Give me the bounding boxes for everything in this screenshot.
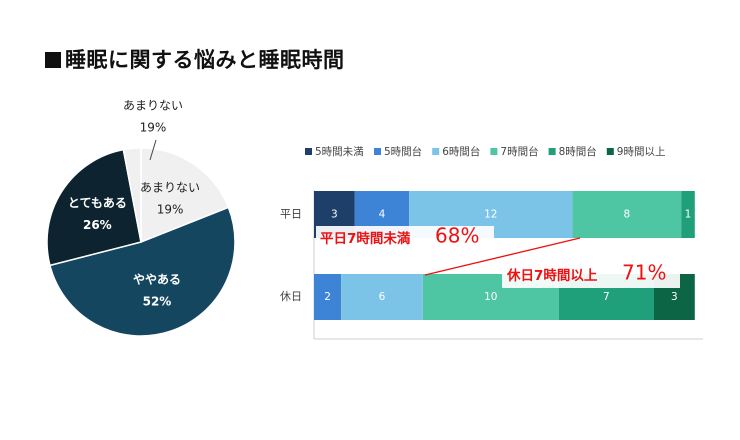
bar-data-label: 1 — [685, 209, 692, 221]
bar-data-label: 10 — [484, 291, 497, 303]
bar-data-label: 3 — [671, 291, 678, 303]
page-title: 睡眠に関する悩みと睡眠時間 — [45, 44, 345, 74]
pie-slice-label: あまりない — [140, 181, 200, 195]
legend-swatch — [548, 148, 556, 155]
pie-slice — [122, 147, 142, 243]
pie-slice — [46, 148, 142, 267]
legend-swatch — [374, 148, 381, 155]
legend-swatch — [490, 148, 498, 155]
bar-data-label: 8 — [623, 209, 630, 221]
title-square-icon — [45, 52, 61, 68]
pie-callout-label: あまりない — [123, 99, 183, 113]
annotation-2-value: 71% — [622, 261, 666, 285]
bar-segment — [681, 191, 695, 238]
legend-swatch — [606, 148, 614, 155]
bar-data-label: 3 — [331, 209, 338, 221]
pie-slice-value: 26% — [83, 218, 112, 232]
bar-data-label: 6 — [379, 291, 386, 303]
bar-data-label: 12 — [484, 209, 497, 221]
pie-slice — [140, 147, 230, 244]
legend-label: 5時間未満 — [315, 146, 364, 158]
annotation-1-value: 68% — [435, 224, 479, 248]
category-label: 休日 — [280, 290, 302, 303]
pie-callout-leader — [149, 139, 157, 161]
bar-data-label: 2 — [324, 291, 331, 303]
pie-slice — [49, 206, 236, 337]
bar-data-label: 4 — [379, 209, 386, 221]
bar-segment — [572, 191, 682, 238]
legend-swatch — [305, 148, 312, 155]
legend-label: 5時間台 — [384, 145, 422, 158]
legend-swatch — [432, 148, 440, 155]
annotation-2-backdrop — [502, 262, 680, 288]
annotation-1-label: 平日7時間未満 — [320, 230, 411, 247]
pie-slice-label: ややある — [133, 273, 181, 287]
annotation-2-label: 休日7時間以上 — [506, 267, 598, 284]
bar-segment — [314, 274, 342, 320]
pie-slice-value: 52% — [143, 295, 172, 309]
legend-label: 8時間台 — [559, 145, 597, 158]
annotation-1-backdrop — [316, 226, 494, 250]
bar-segment — [341, 274, 423, 320]
legend-label: 7時間台 — [500, 145, 538, 158]
page-title-text: 睡眠に関する悩みと睡眠時間 — [65, 48, 345, 72]
category-label: 平日 — [280, 208, 302, 221]
pie-slice-label: とてもある — [68, 196, 127, 210]
pie-callout-value: 19% — [140, 121, 167, 135]
annotation-connector — [424, 237, 581, 276]
legend-label: 6時間台 — [442, 145, 480, 158]
pie-slice-value: 19% — [157, 203, 184, 217]
bar-data-label: 7 — [603, 291, 610, 303]
legend-label: 9時間以上 — [617, 146, 666, 158]
